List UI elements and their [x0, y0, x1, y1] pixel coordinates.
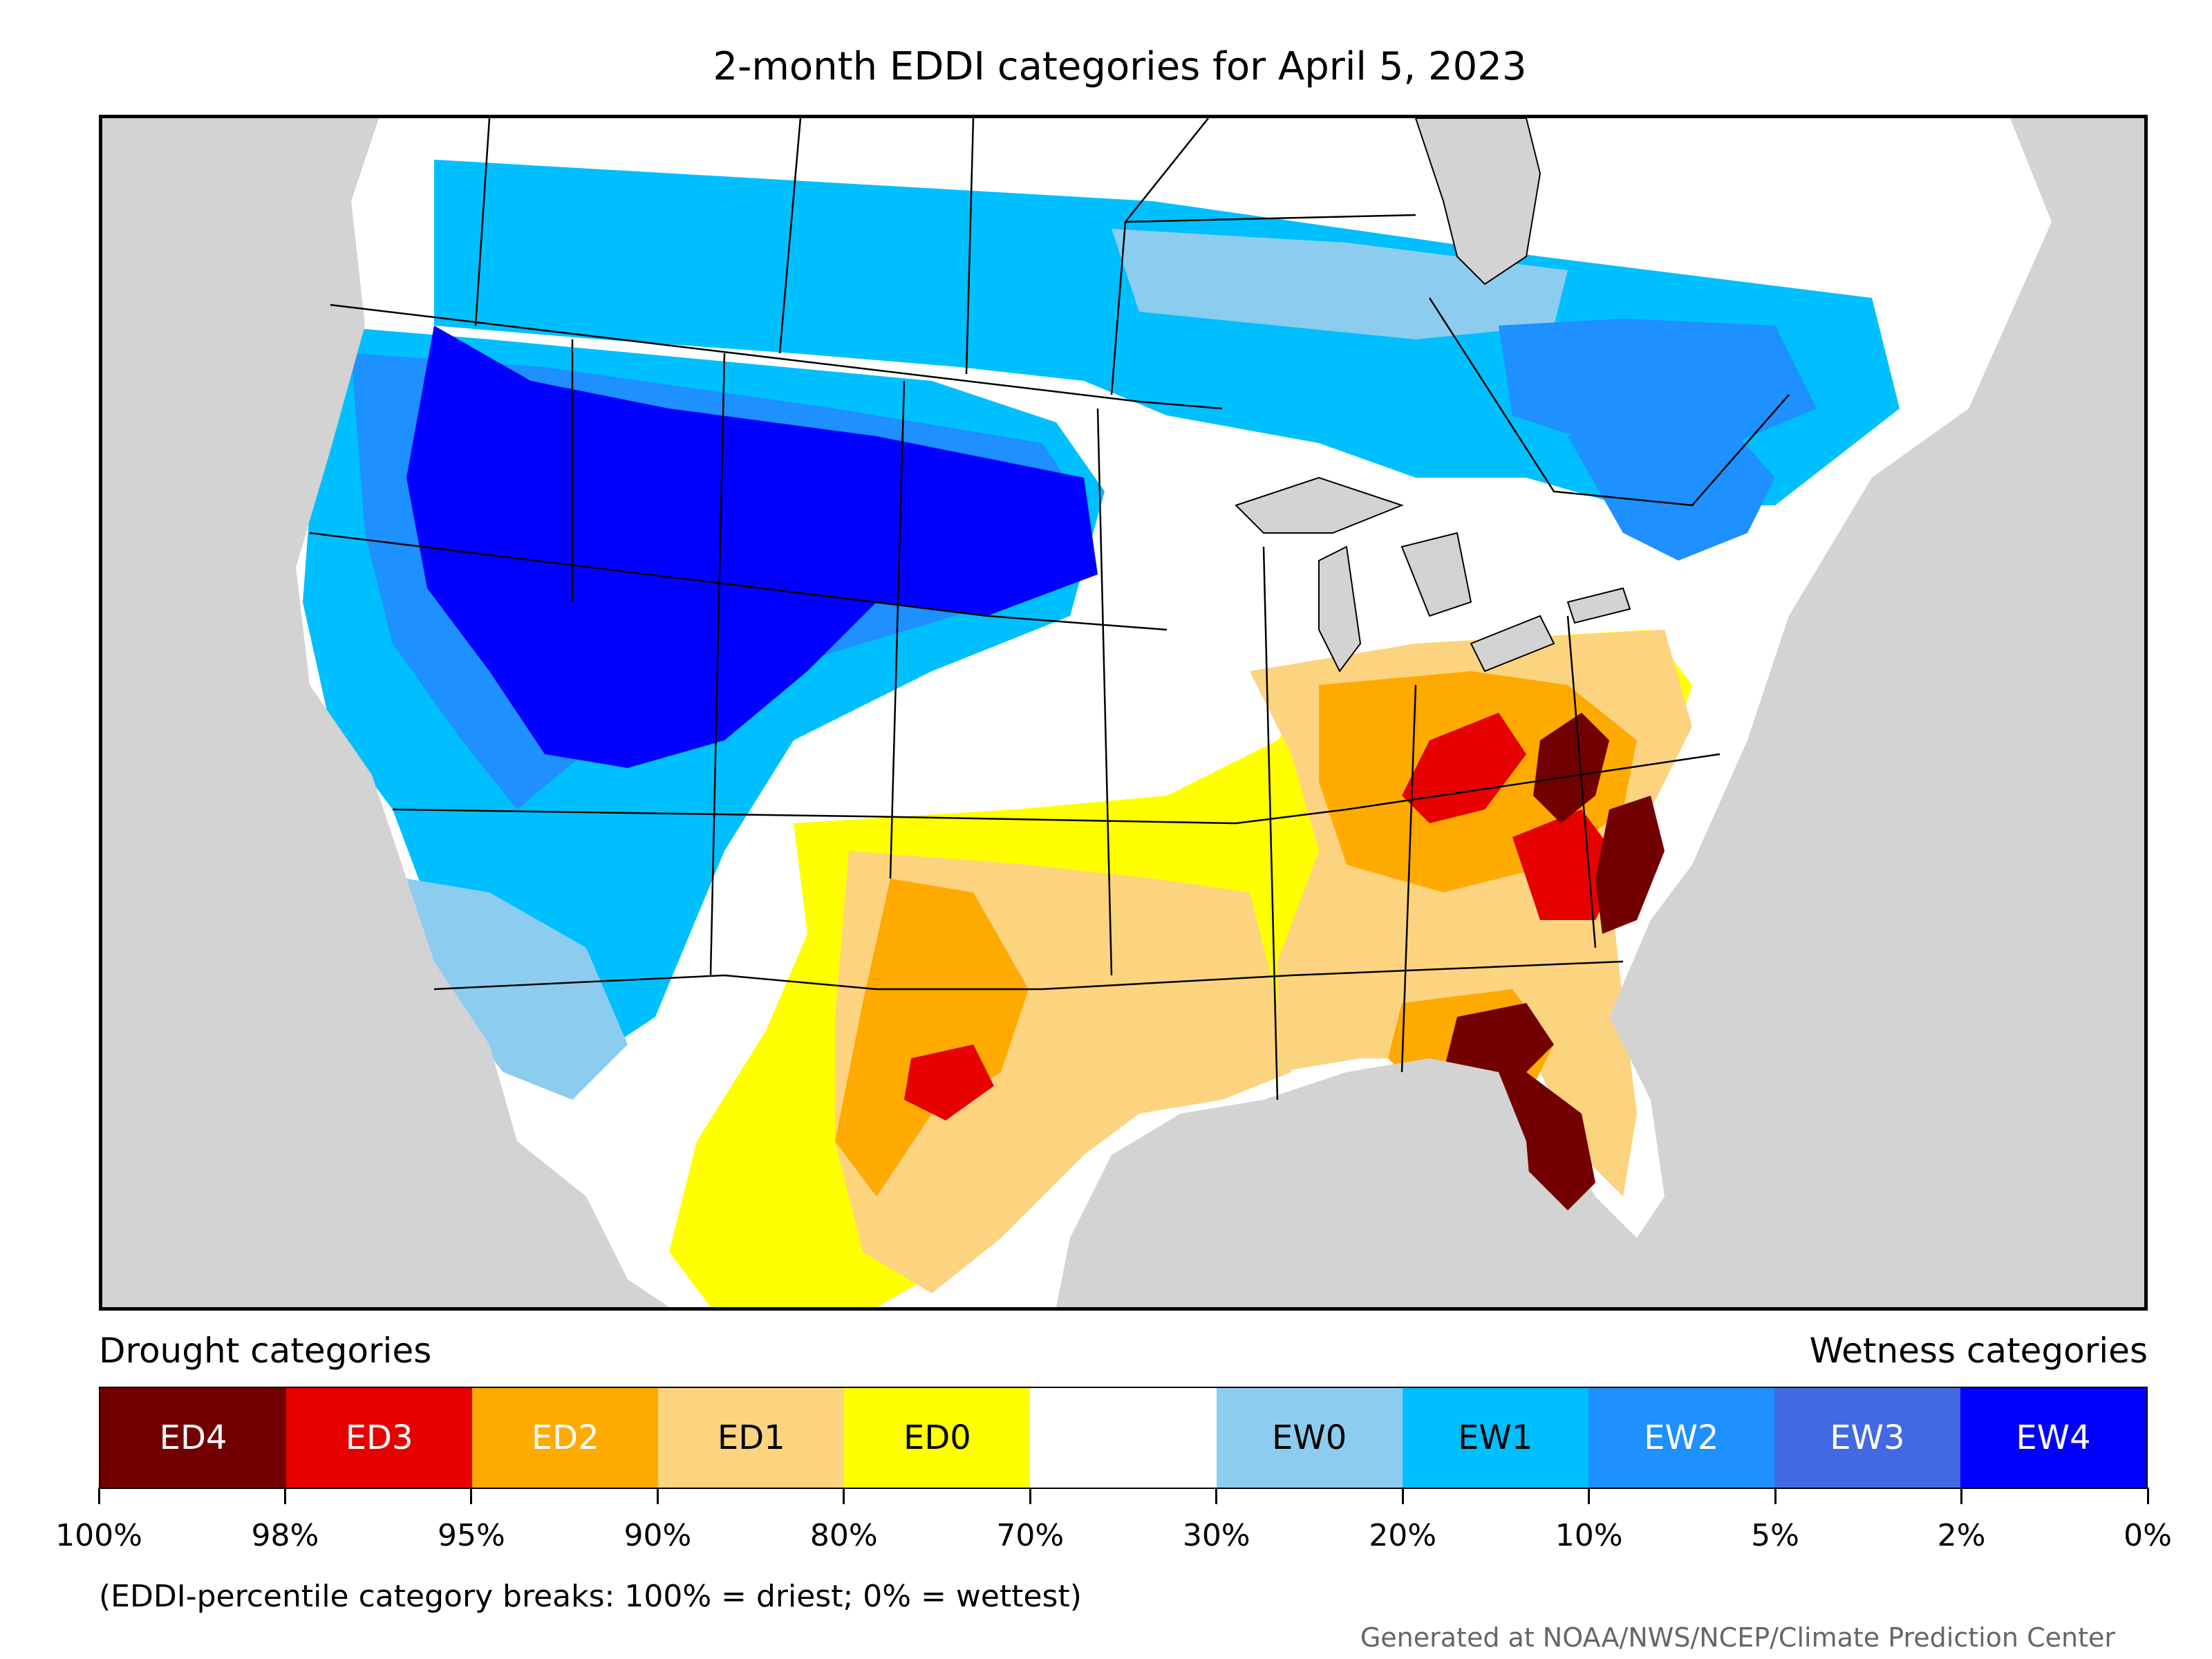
credit-line: Generated at NOAA/NWS/NCEP/Climate Predi…: [1360, 1622, 2115, 1653]
legend-swatch-ed1: ED1: [658, 1388, 845, 1488]
james-bay: [1414, 118, 1541, 285]
legend-label-ed2: ED2: [531, 1418, 599, 1457]
atlantic-ocean: [1609, 326, 2144, 1307]
region-nc-ed4: [1595, 796, 1665, 934]
legend-tick: [1401, 1488, 1404, 1504]
legend-tick: [1029, 1488, 1031, 1504]
region-canada-ew0: [1112, 229, 1568, 339]
legend-tick: [1960, 1488, 1963, 1504]
region-texas-ed2: [835, 879, 1029, 1197]
region-carolina-ed3: [1512, 809, 1623, 920]
region-florida-ed4: [1443, 1003, 1595, 1210]
region-southwest-ew0: [406, 879, 628, 1100]
legend-break-label: 70%: [996, 1518, 1065, 1553]
great-lakes: [1235, 476, 1631, 673]
legend-label-ed0: ED0: [903, 1418, 971, 1457]
region-quebec-ew2: [1499, 319, 1817, 443]
state-borders: [309, 118, 1790, 1100]
legend-swatch-neutral: [1030, 1388, 1217, 1488]
legend-tick: [97, 1488, 100, 1504]
legend-tick: [1215, 1488, 1218, 1504]
region-ohio-ed3: [1402, 713, 1526, 823]
legend-label-ew4: EW4: [2016, 1418, 2091, 1457]
legend-break-label: 98%: [251, 1518, 319, 1553]
legend-tick: [1774, 1488, 1777, 1504]
legend-tick: [2146, 1488, 2149, 1504]
legend-label-ew3: EW3: [1830, 1418, 1905, 1457]
legend-label-ed4: ED4: [159, 1418, 227, 1457]
legend-break-label: 10%: [1555, 1518, 1623, 1553]
legend-label-ed1: ED1: [717, 1418, 785, 1457]
legend-swatch-ed0: ED0: [844, 1388, 1031, 1488]
region-virginia-ed4: [1533, 713, 1609, 823]
region-west-ew4: [406, 326, 1098, 768]
legend-break-label: 30%: [1182, 1518, 1250, 1553]
pacific-ocean: [102, 118, 669, 1307]
legend-break-label: 0%: [2124, 1518, 2172, 1553]
legend-tick: [843, 1488, 845, 1504]
legend-break-label: 95%: [438, 1518, 505, 1553]
legend-swatch-ew4: EW4: [1960, 1388, 2147, 1488]
legend-tick: [1588, 1488, 1591, 1504]
legend-swatch-ew3: EW3: [1774, 1388, 1960, 1488]
legend-swatch-ed3: ED3: [286, 1388, 473, 1488]
legend-swatch-ed2: ED2: [472, 1388, 659, 1488]
category-legend: ED4 ED3 ED2 ED1 ED0 EW0 EW1 EW2 EW3 EW4: [99, 1387, 2148, 1489]
map-title: 2-month EDDI categories for April 5, 202…: [713, 44, 1527, 89]
legend-label-ew0: EW0: [1271, 1418, 1347, 1457]
legend-label-ew1: EW1: [1458, 1418, 1533, 1457]
legend-break-label: 80%: [809, 1518, 878, 1553]
legend-break-label: 5%: [1751, 1518, 1799, 1553]
legend-swatch-ed4: ED4: [100, 1388, 287, 1488]
legend-tick: [283, 1488, 286, 1504]
drought-categories-heading: Drought categories: [99, 1331, 432, 1371]
legend-tick: [470, 1488, 473, 1504]
legend-break-label: 20%: [1369, 1518, 1437, 1553]
legend-break-label: 90%: [624, 1518, 692, 1553]
wetness-categories-heading: Wetness categories: [1809, 1331, 2148, 1371]
legend-break-label: 100%: [55, 1518, 142, 1553]
eddi-map: [99, 115, 2148, 1311]
legend-swatch-ew1: EW1: [1402, 1388, 1588, 1488]
map-canvas: [102, 118, 2144, 1307]
region-ne-ew2: [1568, 415, 1775, 561]
legend-swatch-ew0: EW0: [1216, 1388, 1403, 1488]
legend-ticks: [97, 1488, 2149, 1515]
gulf-of-mexico: [1056, 1058, 1540, 1307]
legend-swatch-ew2: EW2: [1588, 1388, 1774, 1488]
category-breaks-note: (EDDI-percentile category breaks: 100% =…: [99, 1579, 1082, 1614]
legend-tick: [656, 1488, 659, 1504]
legend-label-ed3: ED3: [345, 1418, 413, 1457]
legend-break-label: 2%: [1937, 1518, 1986, 1553]
region-texas-ed3: [904, 1044, 994, 1121]
legend-label-ew2: EW2: [1644, 1418, 1719, 1457]
